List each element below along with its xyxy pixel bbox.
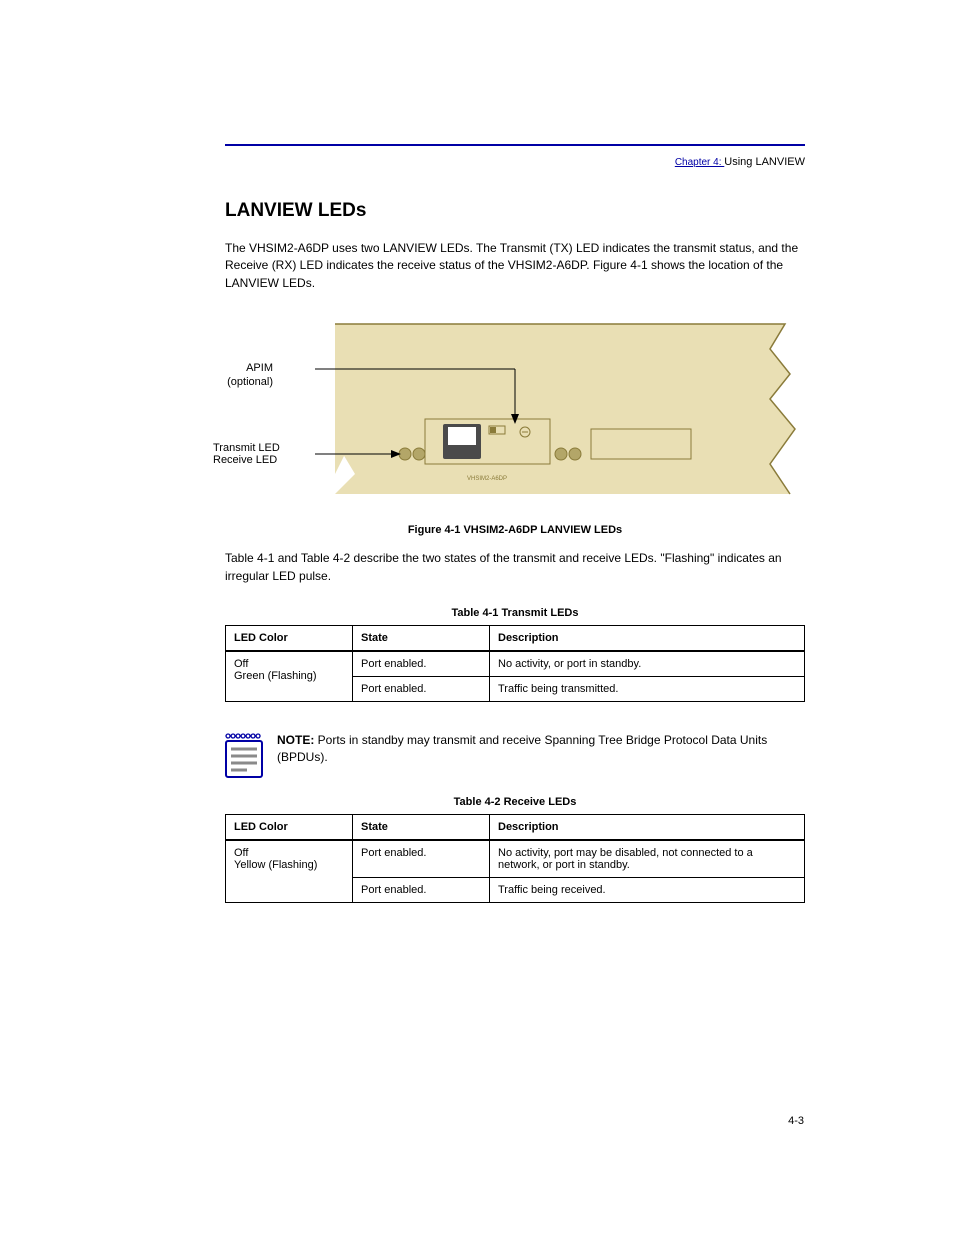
t2-r1c1: Port enabled.: [353, 877, 490, 902]
section-heading: LANVIEW LEDs: [225, 200, 805, 222]
note-body: Ports in standby may transmit and receiv…: [277, 733, 767, 764]
chapter-ref: Chapter 4:: [675, 157, 724, 168]
t2-h0: LED Color: [226, 814, 353, 840]
tx-rx-label: Transmit LED Receive LED: [213, 442, 293, 466]
t2-r1c2: Traffic being received.: [490, 877, 805, 902]
content-column: Chapter 4: Using LANVIEW LANVIEW LEDs Th…: [225, 144, 805, 903]
table2-caption: Table 4-2 Receive LEDs: [225, 796, 805, 808]
intro-paragraph: The VHSIM2-A6DP uses two LANVIEW LEDs. T…: [225, 240, 805, 292]
t1-r0c0: Off Green (Flashing): [226, 651, 353, 702]
t1-h2: Description: [490, 625, 805, 651]
rx-led-label: Receive LED: [213, 454, 277, 466]
t2-r0c2: No activity, port may be disabled, not c…: [490, 840, 805, 878]
note-text: NOTE: Ports in standby may transmit and …: [277, 732, 805, 767]
t1-r0c2: No activity, or port in standby.: [490, 651, 805, 677]
t1-green: Green (Flashing): [234, 670, 317, 682]
apim-label-top: APIM: [246, 362, 273, 374]
figure-caption: Figure 4-1 VHSIM2-A6DP LANVIEW LEDs: [225, 524, 805, 536]
transmit-led-table: LED Color State Description Off Green (F…: [225, 625, 805, 702]
figure-diagram: APIM (optional) Transmit LED Receive LED: [225, 314, 805, 514]
t1-r1c1: Port enabled.: [353, 676, 490, 701]
tx-led-label: Transmit LED: [213, 442, 280, 454]
t2-yellow: Yellow (Flashing): [234, 859, 317, 871]
t1-r1c2: Traffic being transmitted.: [490, 676, 805, 701]
port-label-svg: VHSIM2-A6DP: [467, 476, 507, 482]
t2-off: Off: [234, 847, 248, 859]
t1-off: Off: [234, 658, 248, 670]
running-header: Chapter 4: Using LANVIEW: [225, 156, 805, 168]
t1-r0c1: Port enabled.: [353, 651, 490, 677]
table1-caption: Table 4-1 Transmit LEDs: [225, 607, 805, 619]
apim-label: APIM (optional): [203, 362, 273, 390]
t2-r0c0: Off Yellow (Flashing): [226, 840, 353, 903]
t1-h0: LED Color: [226, 625, 353, 651]
notepad-icon: [225, 732, 263, 778]
receive-led-table: LED Color State Description Off Yellow (…: [225, 814, 805, 903]
apim-label-bottom: (optional): [227, 376, 273, 388]
t2-r0c1: Port enabled.: [353, 840, 490, 878]
table-intro: Table 4-1 and Table 4-2 describe the two…: [225, 550, 805, 585]
t2-h2: Description: [490, 814, 805, 840]
t2-h1: State: [353, 814, 490, 840]
note-label: NOTE:: [277, 733, 314, 747]
page: Chapter 4: Using LANVIEW LANVIEW LEDs Th…: [0, 0, 954, 1235]
header-title: Using LANVIEW: [724, 156, 805, 168]
note-block: NOTE: Ports in standby may transmit and …: [225, 732, 805, 778]
t1-h1: State: [353, 625, 490, 651]
page-number: 4-3: [788, 1115, 804, 1127]
header-rule: [225, 144, 805, 146]
